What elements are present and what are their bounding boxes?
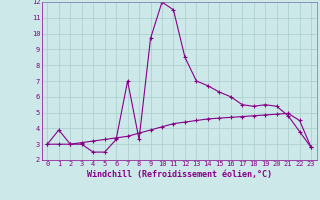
X-axis label: Windchill (Refroidissement éolien,°C): Windchill (Refroidissement éolien,°C) bbox=[87, 170, 272, 179]
